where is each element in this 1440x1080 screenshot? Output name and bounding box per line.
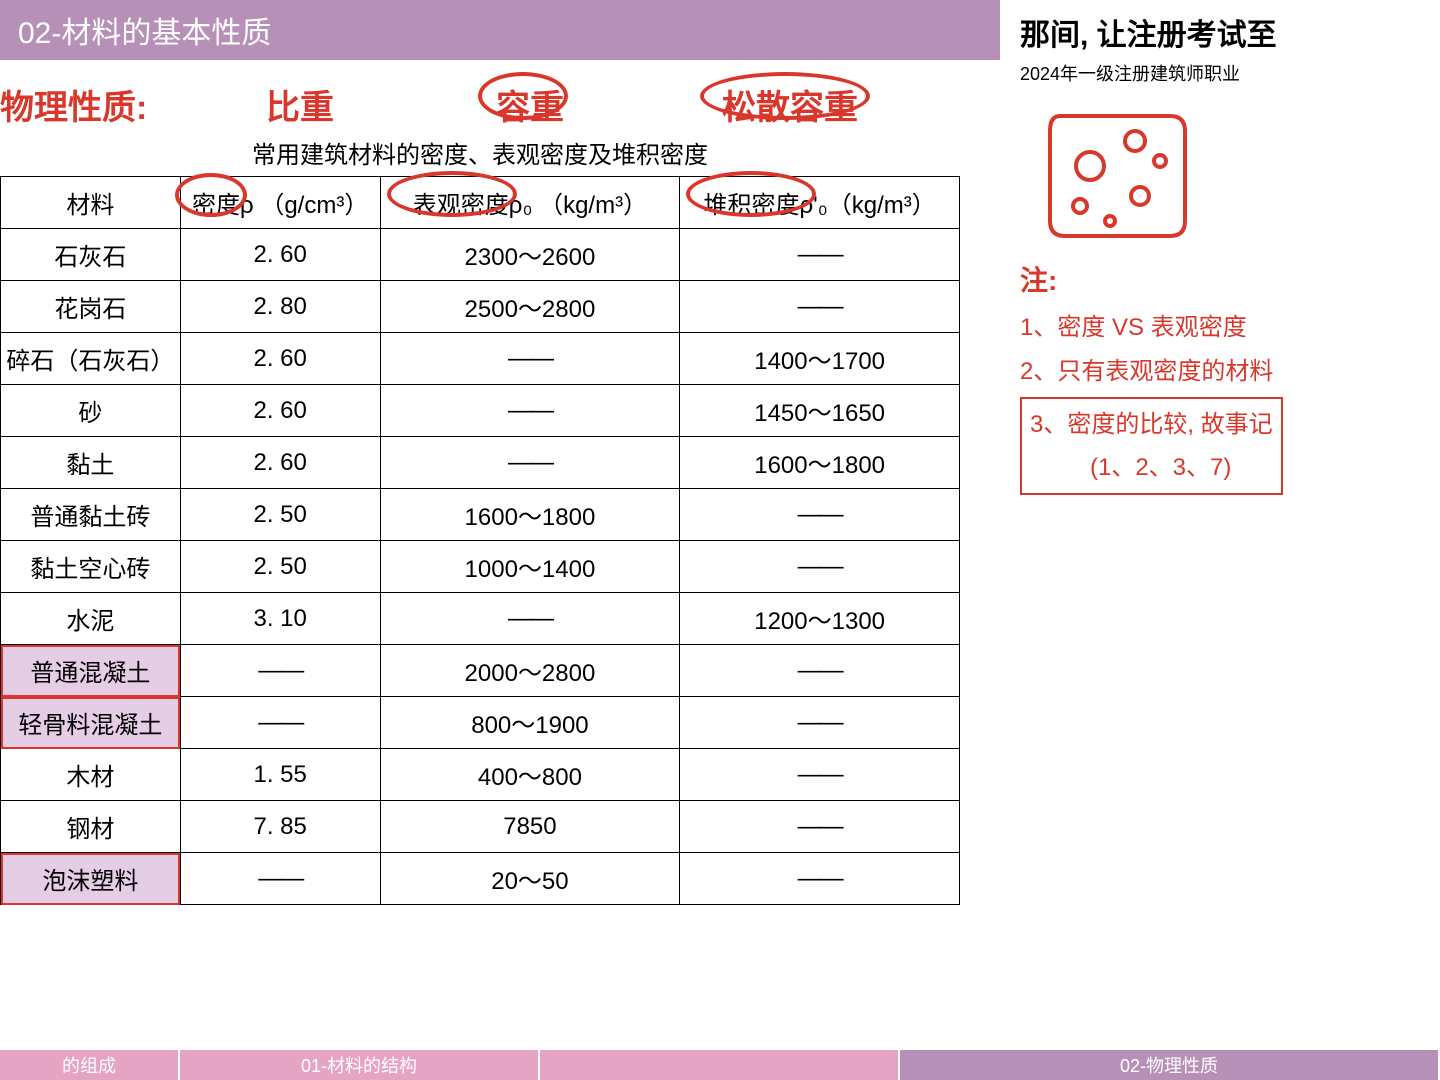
table-row: 水泥3. 10——1200～1300 [1,593,960,645]
table-cell: 1600～1800 [680,437,960,489]
section-title: 02-材料的基本性质 [0,0,1000,60]
table-cell: —— [680,229,960,281]
phys-label: 物理性质: [0,80,200,129]
right-column: 那间, 让注册考试至 2024年一级注册建筑师职业 注: 1、密度 VS 表观密… [1000,0,1440,495]
table-cell: 2. 60 [180,333,380,385]
table-cell: 普通混凝土 [1,645,181,697]
table-row: 花岗石2. 802500～2800—— [1,281,960,333]
sketch-doodle [1040,106,1200,246]
table-cell: 400～800 [380,749,680,801]
table-row: 木材1. 55400～800—— [1,749,960,801]
colhead-1: 比重 [200,80,400,129]
table-cell: 800～1900 [380,697,680,749]
note-3: 3、密度的比较, 故事记 (1、2、3、7) [1020,397,1283,495]
table-cell: 碎石（石灰石） [1,333,181,385]
table-row: 普通混凝土——2000～2800—— [1,645,960,697]
note-1: 1、密度 VS 表观密度 [1020,306,1440,349]
colhead-2: 容重 [400,80,660,129]
table-row: 黏土空心砖2. 501000～1400—— [1,541,960,593]
table-cell: 1600～1800 [380,489,680,541]
table-cell: 泡沫塑料 [1,853,181,905]
table-cell: —— [680,697,960,749]
note-2: 2、只有表观密度的材料 [1020,350,1440,393]
table-cell: 2. 80 [180,281,380,333]
table-cell: 2300～2600 [380,229,680,281]
table-cell: 花岗石 [1,281,181,333]
table-cell: 2500～2800 [380,281,680,333]
th-density: 密度ρ （g/cm³） [180,177,380,229]
table-row: 黏土2. 60——1600～1800 [1,437,960,489]
table-cell: —— [680,749,960,801]
table-cell: 7. 85 [180,801,380,853]
table-cell: —— [680,801,960,853]
table-cell: —— [680,281,960,333]
table-cell: 黏土 [1,437,181,489]
table-row: 泡沫塑料——20～50—— [1,853,960,905]
table-header-row: 材料 密度ρ （g/cm³） 表观密度ρ₀ （kg/m³） 堆积密度ρ'₀（kg… [1,177,960,229]
density-table: 材料 密度ρ （g/cm³） 表观密度ρ₀ （kg/m³） 堆积密度ρ'₀（kg… [0,176,960,905]
main-content: 物理性质: 比重 容重 松散容重 常用建筑材料的密度、表观密度及堆积密度 材料 … [0,60,1000,905]
table-cell: 2. 50 [180,489,380,541]
table-cell: —— [380,385,680,437]
column-labels-row: 物理性质: 比重 容重 松散容重 [0,80,1000,129]
table-cell: 轻骨料混凝土 [1,697,181,749]
table-cell: 木材 [1,749,181,801]
table-cell: 1200～1300 [680,593,960,645]
th-bulk: 堆积密度ρ'₀（kg/m³） [680,177,960,229]
th-material: 材料 [1,177,181,229]
note-heading: 注: [1020,256,1440,306]
slogan: 那间, 让注册考试至 [1020,10,1440,54]
table-cell: —— [680,489,960,541]
table-row: 普通黏土砖2. 501600～1800—— [1,489,960,541]
table-cell: —— [180,853,380,905]
table-row: 石灰石2. 602300～2600—— [1,229,960,281]
table-caption: 常用建筑材料的密度、表观密度及堆积密度 [0,135,960,170]
footer-tab-3[interactable]: 02-物理性质 [900,1050,1440,1080]
table-cell: 2. 50 [180,541,380,593]
footer-tab-0[interactable]: 的组成 [0,1050,180,1080]
table-row: 砂2. 60——1450～1650 [1,385,960,437]
table-cell: 3. 10 [180,593,380,645]
table-cell: —— [380,333,680,385]
table-cell: 1450～1650 [680,385,960,437]
colhead-3: 松散容重 [660,80,920,129]
footer-tab-2[interactable] [540,1050,900,1080]
table-cell: 1400～1700 [680,333,960,385]
table-row: 钢材7. 857850—— [1,801,960,853]
table-cell: —— [180,645,380,697]
table-cell: —— [380,593,680,645]
table-cell: 普通黏土砖 [1,489,181,541]
table-cell: 石灰石 [1,229,181,281]
subtitle: 2024年一级注册建筑师职业 [1020,60,1440,86]
footer-tab-1[interactable]: 01-材料的结构 [180,1050,540,1080]
table-cell: 1000～1400 [380,541,680,593]
table-cell: 2000～2800 [380,645,680,697]
table-cell: 7850 [380,801,680,853]
table-cell: 2. 60 [180,385,380,437]
table-cell: 1. 55 [180,749,380,801]
table-cell: —— [680,645,960,697]
table-cell: —— [680,853,960,905]
table-cell: 20～50 [380,853,680,905]
table-cell: 水泥 [1,593,181,645]
table-cell: 黏土空心砖 [1,541,181,593]
table-cell: —— [180,697,380,749]
table-cell: 钢材 [1,801,181,853]
th-apparent: 表观密度ρ₀ （kg/m³） [380,177,680,229]
table-row: 碎石（石灰石）2. 60——1400～1700 [1,333,960,385]
table-cell: 2. 60 [180,437,380,489]
footer-tabs: 的组成 01-材料的结构 02-物理性质 [0,1050,1440,1080]
notes-block: 注: 1、密度 VS 表观密度 2、只有表观密度的材料 3、密度的比较, 故事记… [1020,256,1440,495]
table-cell: —— [680,541,960,593]
table-row: 轻骨料混凝土——800～1900—— [1,697,960,749]
table-cell: 砂 [1,385,181,437]
table-cell: —— [380,437,680,489]
table-cell: 2. 60 [180,229,380,281]
